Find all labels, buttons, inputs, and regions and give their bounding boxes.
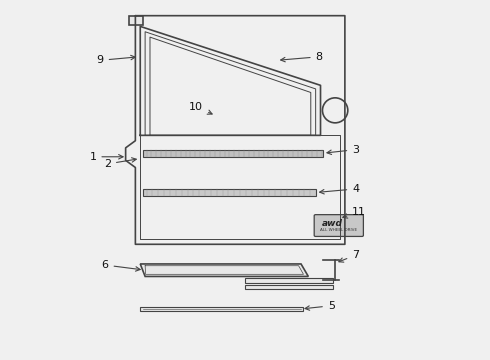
- Text: 3: 3: [327, 145, 359, 155]
- Polygon shape: [143, 150, 323, 157]
- Text: 5: 5: [305, 301, 335, 311]
- Text: 9: 9: [97, 55, 135, 65]
- Text: awd: awd: [321, 219, 343, 228]
- Text: 8: 8: [281, 52, 323, 62]
- Text: 7: 7: [339, 250, 359, 262]
- Text: 4: 4: [319, 184, 359, 194]
- Text: 11: 11: [343, 207, 366, 218]
- FancyBboxPatch shape: [314, 215, 364, 237]
- Polygon shape: [140, 307, 303, 311]
- Polygon shape: [143, 189, 316, 196]
- Polygon shape: [140, 264, 308, 276]
- Text: 10: 10: [189, 102, 212, 114]
- Polygon shape: [245, 278, 333, 283]
- Polygon shape: [245, 285, 333, 289]
- Text: ALL WHEEL DRIVE: ALL WHEEL DRIVE: [320, 229, 357, 233]
- Text: 2: 2: [104, 158, 136, 169]
- Text: 6: 6: [101, 260, 140, 271]
- Polygon shape: [129, 16, 143, 24]
- Text: 1: 1: [89, 152, 123, 162]
